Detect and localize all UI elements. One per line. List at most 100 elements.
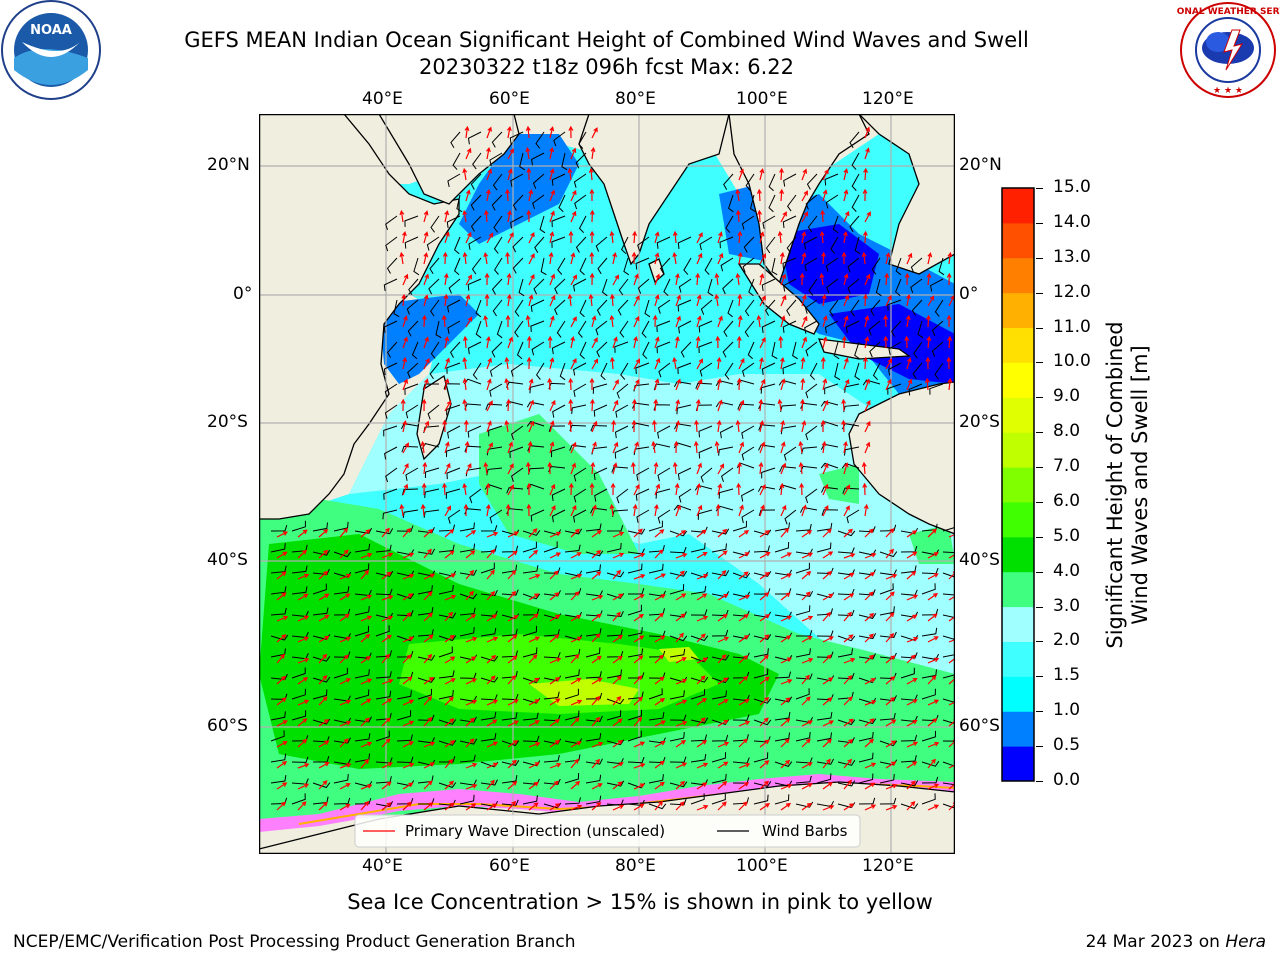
colorbar-label-line2: Wind Waves and Swell [m] (1128, 345, 1152, 625)
wind-barb (858, 589, 876, 596)
wave-direction-arrow (402, 573, 415, 580)
wind-barb (820, 421, 839, 427)
wave-direction-arrow (591, 441, 597, 454)
wave-direction-arrow (820, 356, 826, 370)
wave-direction-arrow (885, 655, 896, 664)
wave-direction-arrow (276, 761, 288, 769)
wave-direction-arrow (591, 677, 603, 685)
wind-barb (765, 236, 776, 254)
wave-direction-arrow (485, 482, 491, 496)
wave-direction-arrow (612, 762, 624, 769)
wave-direction-arrow (758, 461, 764, 475)
wind-barb (448, 278, 461, 294)
lat-tick-right-0: 0° (959, 284, 979, 304)
wind-barb (744, 320, 755, 338)
wave-direction-arrow (654, 378, 660, 391)
wave-direction-arrow (885, 252, 891, 265)
wave-direction-arrow (526, 503, 532, 517)
wave-direction-arrow (864, 528, 874, 538)
wind-barb (808, 278, 818, 296)
wave-direction-arrow (443, 272, 449, 286)
wind-barb (354, 543, 371, 553)
wave-direction-arrow (696, 482, 701, 496)
wind-barb (511, 425, 524, 441)
wave-direction-arrow (567, 419, 573, 433)
wave-direction-arrow (717, 483, 723, 496)
wave-direction-arrow (570, 528, 580, 538)
wave-direction-arrow (885, 528, 895, 538)
wave-direction-arrow (672, 356, 678, 370)
wind-barb (543, 567, 561, 574)
wave-direction-arrow (525, 125, 531, 139)
wind-barb (501, 712, 518, 721)
wind-barb (417, 759, 436, 766)
wind-barb (774, 794, 790, 805)
colorbar-tick-label: 6.0 (1053, 490, 1081, 511)
wind-barb (690, 676, 709, 683)
wave-direction-arrow (486, 531, 499, 538)
wave-direction-arrow (591, 783, 603, 790)
wave-direction-arrow (360, 594, 373, 601)
wave-direction-arrow (462, 167, 468, 181)
wave-direction-arrow (633, 675, 643, 685)
wave-direction-arrow (528, 528, 538, 538)
wave-direction-arrow (381, 615, 394, 622)
wave-direction-arrow (801, 552, 814, 559)
wave-direction-arrow (864, 738, 875, 748)
wind-barb (551, 341, 566, 355)
wind-barb (747, 341, 755, 360)
wave-direction-arrow (777, 398, 783, 412)
wave-direction-arrow (423, 591, 433, 601)
wind-barb (449, 341, 461, 358)
wave-direction-arrow (339, 699, 352, 706)
wave-direction-arrow (318, 570, 329, 580)
wind-barb (543, 529, 562, 536)
wave-direction-arrow (757, 209, 763, 223)
wind-barb (470, 173, 482, 190)
wave-direction-arrow (423, 695, 433, 706)
wave-direction-arrow (549, 698, 561, 706)
wind-barb (757, 485, 776, 492)
wave-direction-arrow (822, 654, 832, 664)
wave-direction-arrow (360, 552, 373, 559)
wind-barb (842, 487, 860, 494)
wave-direction-arrow (297, 529, 308, 538)
wave-direction-arrow (864, 571, 876, 580)
wave-direction-arrow (570, 636, 583, 643)
wave-direction-arrow (444, 550, 455, 559)
wind-barb (930, 278, 944, 292)
lon-tick-top-40e: 40°E (362, 89, 403, 109)
wave-direction-arrow (297, 801, 307, 811)
wind-barb (913, 341, 923, 359)
wind-barb (774, 696, 793, 703)
wave-direction-arrow (402, 273, 409, 286)
wave-direction-arrow (801, 530, 813, 538)
wave-direction-arrow (843, 657, 856, 664)
wave-direction-arrow (759, 337, 766, 349)
wave-direction-arrow (504, 377, 510, 391)
wave-direction-arrow (822, 504, 829, 517)
wave-direction-arrow (589, 209, 595, 223)
wave-direction-arrow (486, 400, 493, 412)
colorbar-tick-mark (1036, 606, 1043, 608)
wave-direction-arrow (717, 569, 727, 580)
wind-barb (722, 341, 734, 358)
colorbar-tick-label: 5.0 (1053, 525, 1081, 546)
wind-barb (844, 446, 860, 456)
wind-barb (401, 488, 419, 496)
wind-barb (771, 341, 778, 360)
wind-barb (606, 571, 625, 578)
wind-barb (291, 793, 306, 805)
wave-direction-arrow (318, 549, 329, 559)
wave-direction-arrow (381, 527, 390, 538)
wave-direction-arrow (611, 419, 617, 433)
wind-barb (871, 257, 881, 275)
wind-barb (385, 236, 398, 252)
wind-barb (921, 793, 936, 805)
wave-direction-arrow (843, 210, 850, 223)
wave-direction-arrow (862, 482, 868, 496)
wind-barb (553, 131, 566, 147)
wave-direction-arrow (864, 336, 870, 349)
wind-barb (424, 467, 440, 479)
lat-tick-right-20n: 20°N (959, 155, 1002, 175)
